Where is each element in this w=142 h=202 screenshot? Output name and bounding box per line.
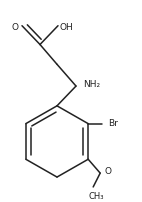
Text: O: O <box>12 23 18 32</box>
Text: CH₃: CH₃ <box>88 192 104 201</box>
Text: O: O <box>105 167 112 176</box>
Text: NH₂: NH₂ <box>83 80 101 89</box>
Text: Br: Br <box>108 119 118 128</box>
Text: OH: OH <box>59 23 73 32</box>
